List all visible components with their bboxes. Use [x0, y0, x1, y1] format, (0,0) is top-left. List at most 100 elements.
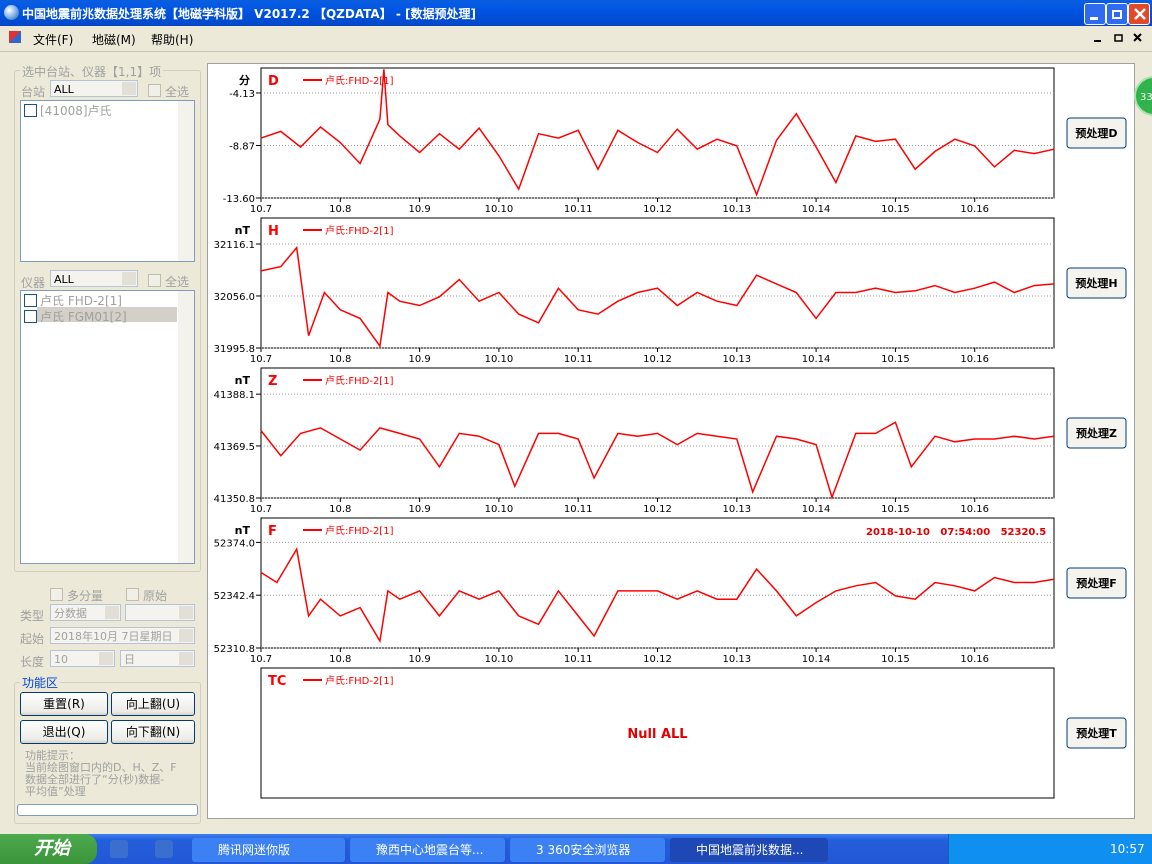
preprocess-button-frame[interactable]	[1066, 417, 1127, 449]
x-tick-label: 10.12	[643, 204, 672, 215]
x-tick-label: 10.10	[485, 204, 514, 215]
station-select-all-check[interactable]	[148, 84, 161, 97]
close-glyph	[1134, 8, 1146, 20]
instrument-check[interactable]	[24, 310, 37, 323]
task-button[interactable]: 腾讯网迷你版	[192, 838, 345, 862]
preprocess-button-frame[interactable]	[1066, 267, 1127, 299]
station-combo[interactable]: ALL	[50, 80, 138, 97]
preprocess-button[interactable]: 预处理T	[1076, 726, 1117, 740]
x-tick-label: 10.7	[250, 504, 272, 515]
start-combo[interactable]: 2018年10月 7日星期日	[50, 627, 195, 644]
hint: 功能提示： 当前绘图窗口内的D、H、Z、F 数据全部进行了“分(秒)数据- 平均…	[25, 749, 177, 798]
x-tick-label: 10.8	[329, 204, 351, 215]
y-tick-label: -13.60	[223, 194, 255, 205]
y-tick-label: 32056.0	[214, 292, 255, 303]
x-tick-label: 10.15	[881, 504, 910, 515]
task-button[interactable]: 3 360安全浏览器	[510, 838, 665, 862]
preprocess-button[interactable]: 预处理Z	[1076, 426, 1117, 440]
series-line	[260, 245, 1055, 349]
minimize-button[interactable]	[1084, 3, 1106, 25]
instrument-item[interactable]: 卢氏 FHD-2[1]	[40, 294, 122, 308]
length-unit-combo[interactable]: 日	[120, 650, 195, 667]
subtype-combo[interactable]	[125, 604, 195, 621]
length-combo[interactable]: 10	[50, 650, 115, 667]
function-group	[14, 682, 201, 824]
x-tick-label: 10.16	[960, 354, 989, 365]
x-tick-label: 10.11	[564, 504, 593, 515]
title-bar	[0, 0, 1152, 26]
y-tick-label: -4.13	[229, 89, 255, 100]
x-tick-label: 10.7	[250, 354, 272, 365]
preprocess-button-frame[interactable]	[1066, 117, 1127, 149]
instrument-combo[interactable]: ALL	[50, 270, 138, 287]
x-tick-label: 10.13	[722, 204, 751, 215]
station-check[interactable]	[24, 104, 37, 117]
min-glyph	[1090, 17, 1098, 20]
instrument-label: 仪器	[21, 276, 46, 290]
instrument-select-all-check[interactable]	[148, 274, 161, 287]
y-tick-label: 41388.1	[214, 390, 255, 401]
exit-button[interactable]: 退出(Q)	[20, 720, 108, 744]
x-tick-label: 10.10	[485, 654, 514, 665]
preprocess-button[interactable]: 预处理F	[1076, 576, 1117, 590]
y-axis-label: nT	[235, 524, 251, 537]
function-title: 功能区	[20, 674, 61, 691]
plot-frame	[260, 67, 1055, 199]
plot-frame	[260, 667, 1055, 799]
panel-title: F	[268, 524, 277, 539]
plot-frame	[260, 217, 1055, 349]
station-label: 台站	[21, 85, 46, 99]
menu-item[interactable]: 文件(F)	[33, 33, 74, 47]
raw: 原始	[143, 589, 168, 603]
page-down-button[interactable]: 向下翻(N)	[111, 720, 195, 744]
y-tick-label: 32116.1	[214, 240, 255, 251]
preprocess-button[interactable]: 预处理D	[1075, 126, 1117, 140]
restore-button[interactable]	[1106, 3, 1128, 25]
mdi-close	[1133, 33, 1142, 42]
x-tick-label: 10.12	[643, 504, 672, 515]
x-tick-label: 10.16	[960, 204, 989, 215]
list-scrollbar	[178, 101, 194, 261]
plot-frame	[260, 517, 1055, 649]
page-up-button[interactable]: 向上翻(U)	[111, 692, 195, 716]
x-tick-label: 10.12	[643, 654, 672, 665]
x-tick-label: 10.8	[329, 354, 351, 365]
quick-launch[interactable]	[155, 840, 173, 858]
start-button[interactable]: 开始	[0, 834, 97, 864]
x-tick-label: 10.13	[722, 654, 751, 665]
series-line	[260, 546, 1055, 644]
type-combo[interactable]: 分数据	[50, 604, 121, 621]
station-item[interactable]: [41008]卢氏	[40, 104, 112, 118]
multi-component-check[interactable]	[50, 588, 63, 601]
y-tick-label: 52374.0	[214, 538, 255, 549]
y-tick-label: -8.87	[229, 142, 255, 153]
task-button[interactable]: 中国地震前兆数据...	[670, 838, 828, 862]
x-tick-label: 10.16	[960, 504, 989, 515]
menu-item[interactable]: 帮助(H)	[151, 33, 194, 47]
task-button[interactable]: 豫西中心地震台等...	[350, 838, 505, 862]
x-tick-label: 10.8	[329, 654, 351, 665]
y-tick-label: 41350.8	[214, 494, 255, 505]
quick-launch[interactable]	[110, 840, 128, 858]
raw-check[interactable]	[126, 588, 139, 601]
preprocess-button-frame[interactable]	[1066, 567, 1127, 599]
mdi-min	[1094, 40, 1101, 42]
preprocess-button-frame[interactable]	[1066, 717, 1127, 749]
menu-item[interactable]: 地磁(M)	[92, 33, 136, 47]
x-tick-label: 10.10	[485, 354, 514, 365]
system-tray	[948, 834, 1152, 864]
instrument-item[interactable]: 卢氏 FGM01[2]	[40, 310, 127, 324]
instrument-check[interactable]	[24, 294, 37, 307]
mdi-restore	[1114, 34, 1123, 42]
reset-button[interactable]: 重置(R)	[20, 692, 108, 716]
legend-label: 卢氏:FHD-2[1]	[325, 374, 394, 387]
mdi-glyphs	[1094, 33, 1142, 42]
menu-separator	[0, 51, 1152, 52]
annotation: Null ALL	[627, 727, 687, 742]
preprocess-button[interactable]: 预处理H	[1075, 276, 1117, 290]
x-tick-label: 10.7	[250, 654, 272, 665]
group-title: 选中台站、仪器【1,1】项	[20, 63, 164, 80]
restore-glyph	[1112, 10, 1122, 19]
y-tick-label: 31995.8	[214, 344, 255, 355]
